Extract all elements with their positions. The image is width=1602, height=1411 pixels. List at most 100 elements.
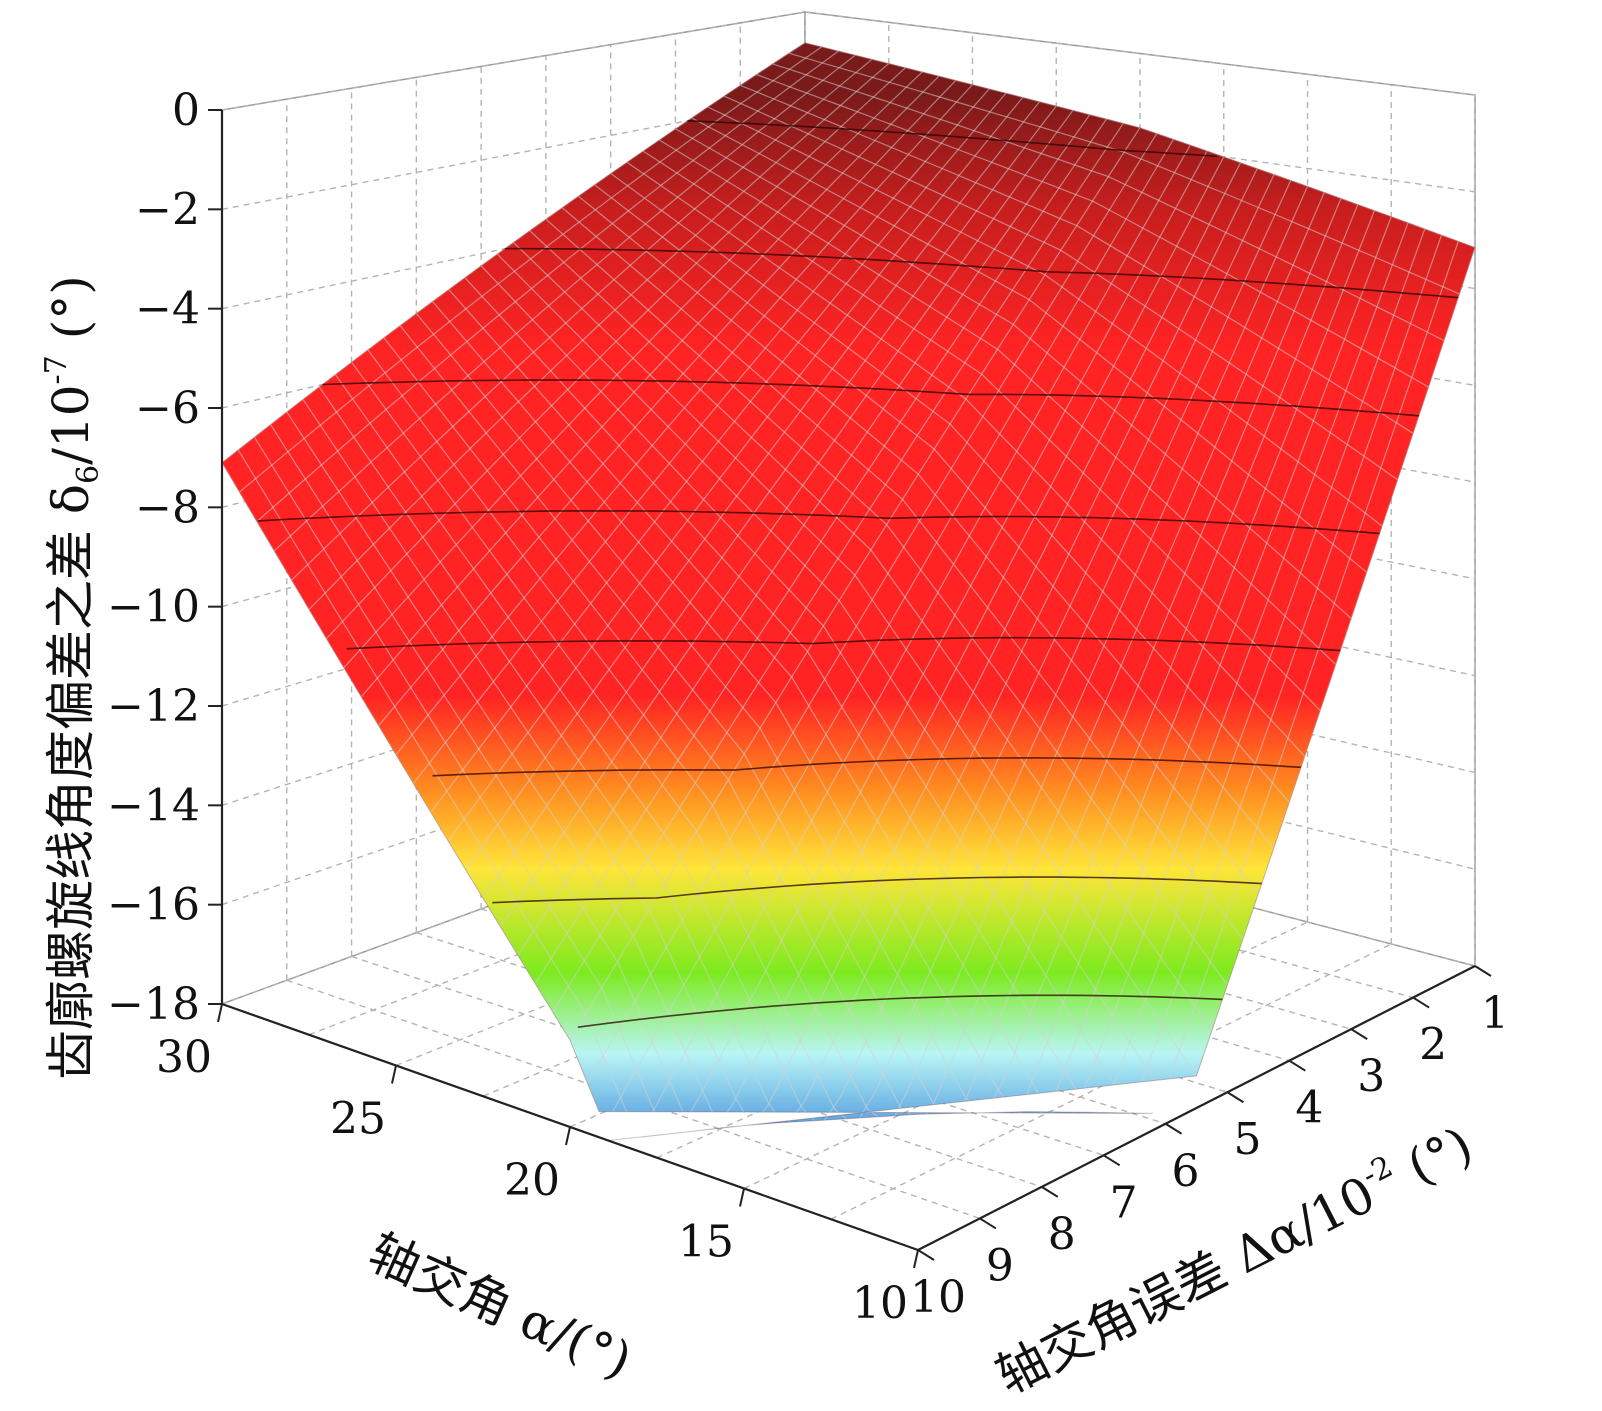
y-tick-label: 8 bbox=[1048, 1209, 1076, 1260]
z-tick-label: −4 bbox=[135, 284, 200, 335]
contour-line bbox=[257, 510, 1380, 535]
y-axis-title-main: 轴交角误差 Δα/10 bbox=[987, 1165, 1384, 1406]
z-tick-label: −18 bbox=[107, 979, 200, 1030]
y-tick-label: 2 bbox=[1419, 1020, 1447, 1071]
mesh-line-dalpha bbox=[772, 63, 1445, 342]
mesh-line-dalpha bbox=[270, 424, 965, 1141]
x-tick-mark bbox=[739, 1188, 745, 1207]
z-tick-label: −16 bbox=[107, 880, 200, 931]
mesh-line-dalpha bbox=[237, 449, 934, 1141]
mesh-line-dalpha bbox=[594, 184, 1275, 849]
x-tick-mark bbox=[913, 1249, 919, 1269]
mesh-line-dalpha bbox=[723, 95, 1398, 481]
z-axis-title-rest: /10 bbox=[42, 384, 100, 464]
x-tick-label: 20 bbox=[504, 1155, 560, 1206]
mesh-line-dalpha bbox=[707, 106, 1383, 527]
x-tick-label: 15 bbox=[678, 1217, 734, 1268]
z-axis-title: 齿廓螺旋线角度偏差之差 δ6/10-7 (°) bbox=[39, 275, 106, 1080]
z-axis-title-exp: -7 bbox=[39, 355, 74, 384]
mesh-line-dalpha bbox=[496, 253, 1182, 1117]
mesh-line-dalpha bbox=[691, 117, 1368, 573]
y-tick-label: 6 bbox=[1172, 1146, 1200, 1197]
z-tick-label: −2 bbox=[135, 184, 200, 235]
y-tick-label: 4 bbox=[1295, 1083, 1323, 1134]
mesh-line-dalpha bbox=[626, 161, 1306, 757]
mesh-line-dalpha bbox=[464, 277, 1151, 1133]
x-axis-title: 轴交角 α/(°) bbox=[360, 1223, 640, 1390]
z-tick-label: −12 bbox=[107, 681, 200, 732]
mesh-line-dalpha bbox=[367, 349, 1058, 1141]
surface-edge bbox=[221, 42, 1476, 1141]
y-tick-label: 9 bbox=[986, 1240, 1014, 1291]
mesh-line-dalpha bbox=[642, 150, 1321, 711]
y-tick-mark bbox=[917, 1249, 935, 1261]
mesh-line-dalpha bbox=[318, 386, 1011, 1141]
z-tick-label: −10 bbox=[107, 582, 200, 633]
y-tick-label: 7 bbox=[1110, 1177, 1138, 1228]
y-tick-mark bbox=[1350, 1028, 1368, 1040]
y-tick-mark bbox=[1412, 996, 1430, 1009]
x-tick-label: 25 bbox=[330, 1094, 386, 1145]
x-tick-mark bbox=[565, 1126, 571, 1146]
mesh-line-dalpha bbox=[480, 265, 1166, 1125]
z-tick-label: −6 bbox=[135, 383, 200, 434]
z-axis-title-main: 齿廓螺旋线角度偏差之差 δ bbox=[42, 484, 100, 1080]
contour-line bbox=[687, 120, 1218, 158]
z-tick-label: 0 bbox=[172, 85, 200, 136]
contour-line bbox=[346, 636, 1341, 652]
mesh-line-dalpha bbox=[788, 52, 1460, 295]
x-axis-ticks: 30 25 20 15 10 bbox=[156, 1003, 919, 1329]
mesh-line-dalpha bbox=[334, 374, 1027, 1141]
y-tick-label: 10 bbox=[910, 1272, 966, 1323]
contour-line bbox=[322, 379, 1420, 417]
y-tick-mark bbox=[1165, 1122, 1183, 1135]
mesh-line-dalpha bbox=[577, 195, 1259, 895]
mesh-line-dalpha bbox=[739, 84, 1414, 435]
y-tick-label: 3 bbox=[1357, 1051, 1385, 1102]
x-tick-mark bbox=[217, 1003, 223, 1023]
y-tick-label: 1 bbox=[1481, 988, 1509, 1039]
mesh-line-dalpha bbox=[302, 399, 996, 1141]
contour-line bbox=[577, 994, 1223, 1028]
mesh-line-dalpha bbox=[222, 462, 919, 1141]
surface-mesh bbox=[222, 42, 1475, 1141]
x-tick-label: 10 bbox=[852, 1278, 908, 1329]
grid-line-z-right bbox=[804, 11, 1476, 96]
y-tick-mark bbox=[979, 1217, 997, 1230]
z-axis-title-sub: 6 bbox=[71, 465, 106, 484]
mesh-line-dalpha bbox=[253, 436, 950, 1141]
contour-line bbox=[492, 876, 1262, 904]
mesh-line-dalpha bbox=[610, 173, 1290, 803]
mesh-line-dalpha bbox=[561, 207, 1244, 940]
y-tick-label: 5 bbox=[1233, 1114, 1261, 1165]
contour-line bbox=[504, 247, 1459, 299]
y-tick-mark bbox=[1226, 1091, 1244, 1104]
y-tick-mark bbox=[1288, 1059, 1306, 1072]
y-axis-title-unit: (°) bbox=[1384, 1115, 1482, 1203]
grid-line-dalpha-floor bbox=[675, 836, 1352, 1030]
mesh-line-dalpha bbox=[658, 139, 1337, 665]
y-axis-line bbox=[917, 965, 1476, 1251]
mesh-line-dalpha bbox=[351, 361, 1042, 1141]
mesh-line-dalpha bbox=[513, 241, 1197, 1077]
z-axis-title-unit: (°) bbox=[42, 275, 100, 355]
mesh-line-dalpha bbox=[675, 128, 1352, 619]
z-tick-label: −14 bbox=[107, 780, 200, 831]
mesh-line-dalpha bbox=[756, 73, 1429, 388]
mesh-line-dalpha bbox=[545, 218, 1228, 986]
y-tick-mark bbox=[1103, 1154, 1121, 1167]
surface-layer bbox=[221, 42, 1476, 1141]
x-tick-mark bbox=[391, 1065, 397, 1084]
mesh-line-dalpha bbox=[286, 411, 981, 1141]
y-tick-mark bbox=[1474, 965, 1492, 977]
z-tick-label: −8 bbox=[135, 482, 200, 533]
y-tick-mark bbox=[1041, 1186, 1059, 1198]
x-tick-label: 30 bbox=[156, 1032, 212, 1083]
mesh-line-dalpha bbox=[529, 230, 1213, 1031]
contour-line bbox=[432, 757, 1302, 777]
mesh-line-dalpha bbox=[448, 289, 1135, 1141]
z-axis-ticks: 0 −2 −4 −6 −8 −10 −12 −14 −16 −18 bbox=[107, 85, 222, 1030]
